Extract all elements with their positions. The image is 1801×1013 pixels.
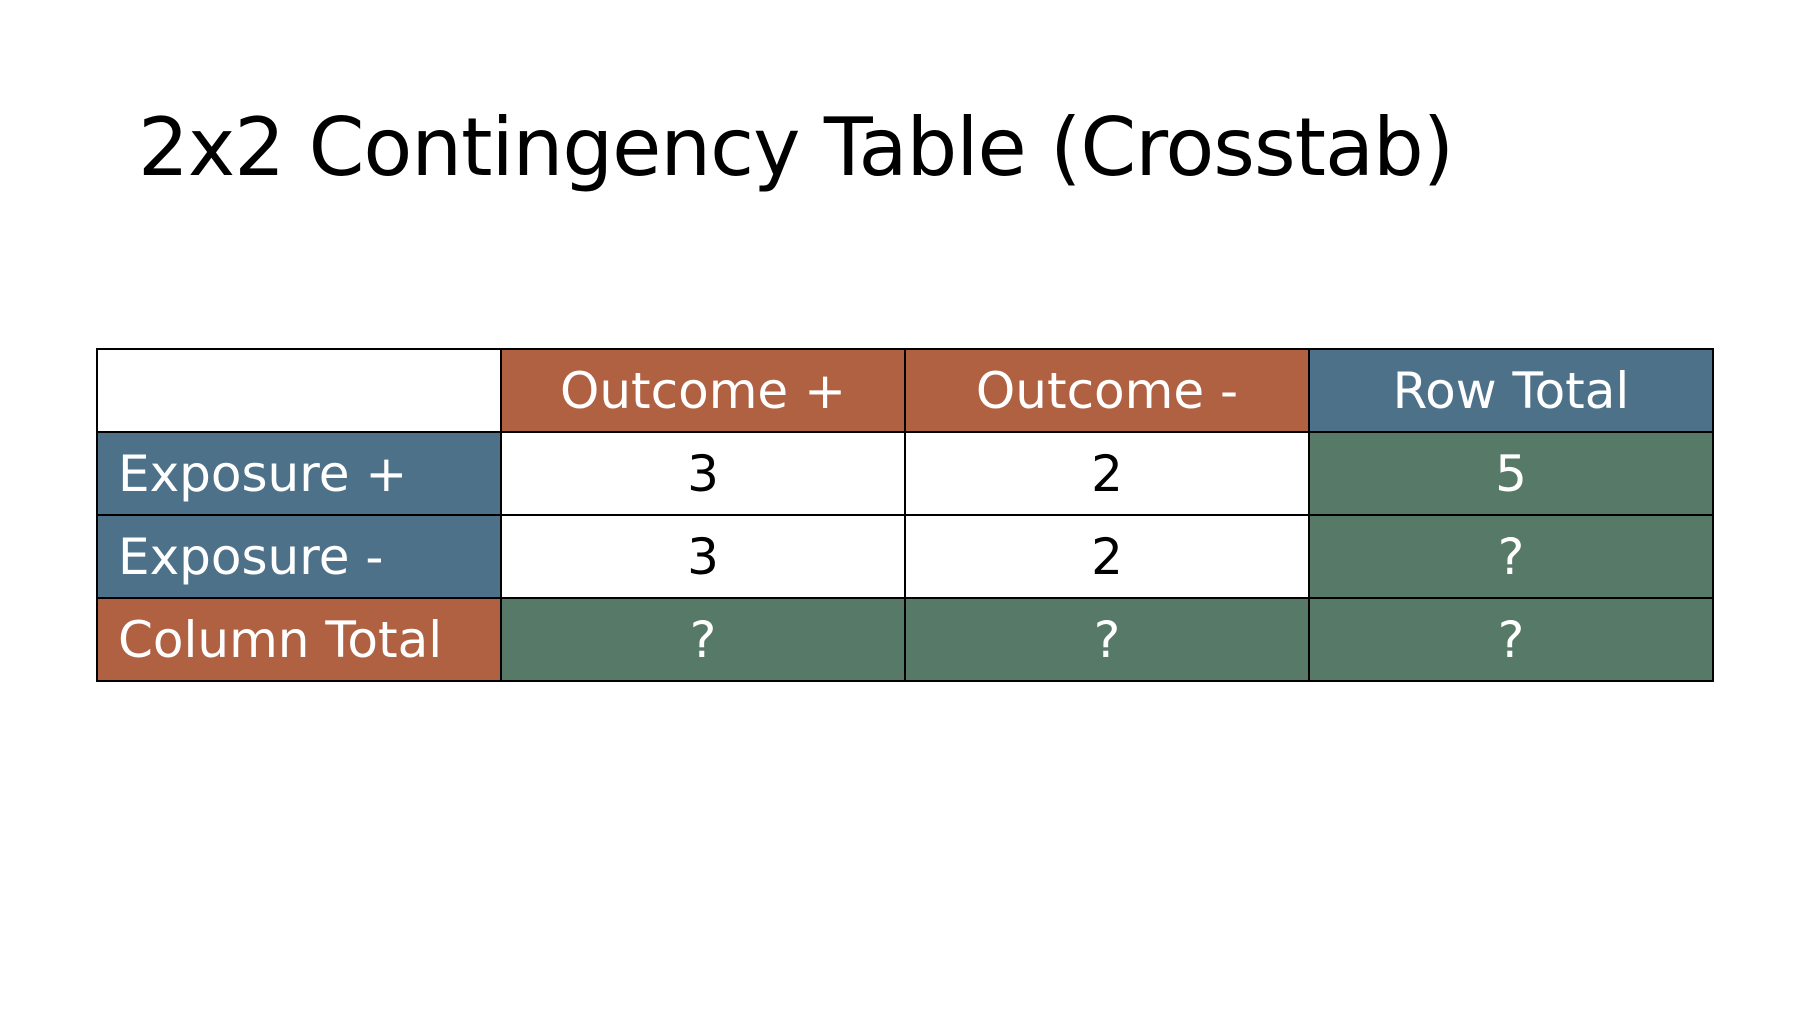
row-label-exposure-negative: Exposure -: [96, 514, 502, 599]
table-row-exposure-negative: Exposure - 3 2 ?: [96, 514, 1714, 599]
slide-title: 2x2 Contingency Table (Crosstab): [138, 101, 1454, 194]
table-row-column-total: Column Total ? ? ?: [96, 597, 1714, 682]
header-outcome-positive: Outcome +: [500, 348, 906, 433]
cell-exposure-neg-row-total: ?: [1308, 514, 1714, 599]
cell-exposure-neg-outcome-pos: 3: [500, 514, 906, 599]
table-row-exposure-positive: Exposure + 3 2 5: [96, 431, 1714, 516]
cell-column-total-outcome-pos: ?: [500, 597, 906, 682]
cell-column-total-outcome-neg: ?: [904, 597, 1310, 682]
header-row-total: Row Total: [1308, 348, 1714, 433]
cell-exposure-pos-outcome-neg: 2: [904, 431, 1310, 516]
cell-exposure-pos-outcome-pos: 3: [500, 431, 906, 516]
row-label-exposure-positive: Exposure +: [96, 431, 502, 516]
cell-grand-total: ?: [1308, 597, 1714, 682]
cell-exposure-neg-outcome-neg: 2: [904, 514, 1310, 599]
header-outcome-negative: Outcome -: [904, 348, 1310, 433]
contingency-table: Outcome + Outcome - Row Total Exposure +…: [96, 348, 1714, 682]
row-label-column-total: Column Total: [96, 597, 502, 682]
cell-exposure-pos-row-total: 5: [1308, 431, 1714, 516]
corner-cell: [96, 348, 502, 433]
header-row: Outcome + Outcome - Row Total: [96, 348, 1714, 433]
